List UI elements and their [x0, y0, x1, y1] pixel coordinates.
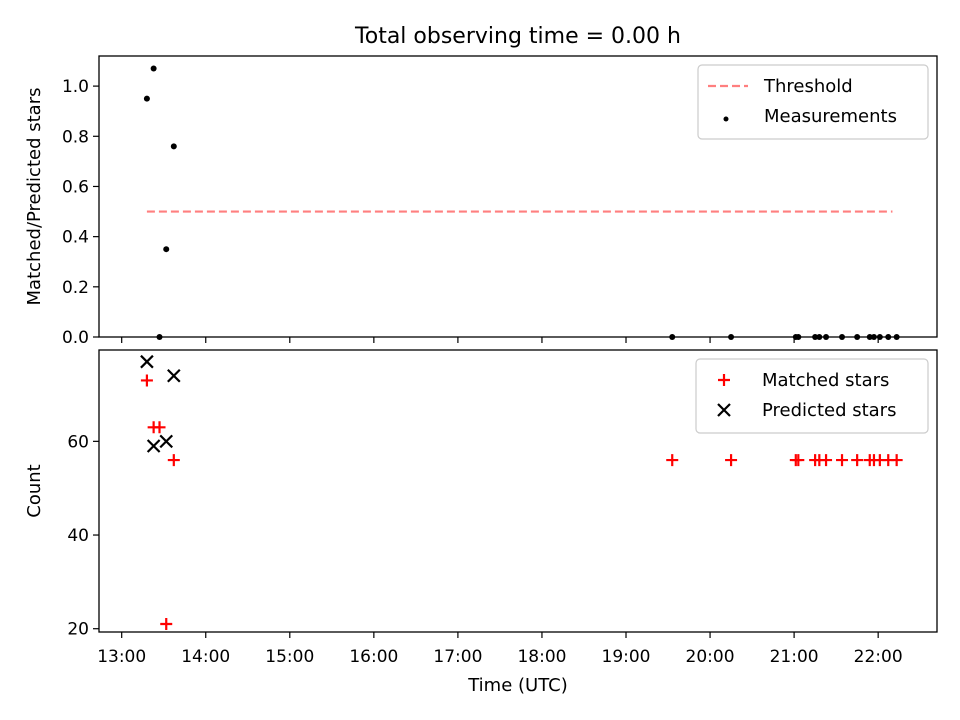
y-tick-label: 1.0 — [62, 77, 89, 97]
predicted-stars-point — [140, 354, 154, 369]
x-tick-label: 19:00 — [602, 647, 651, 667]
matched-stars-point — [153, 421, 166, 434]
measurements-point — [150, 65, 157, 72]
y-axis-label: Count — [24, 464, 45, 517]
measurements-point — [143, 95, 150, 102]
y-tick-label: 0.6 — [62, 177, 89, 197]
legend-label-threshold: Threshold — [763, 76, 853, 97]
legend-label-measurements: Measurements — [764, 106, 897, 127]
matched-stars-point — [851, 454, 864, 467]
matched-stars-point — [725, 454, 738, 467]
y-tick-label: 0.4 — [62, 228, 89, 248]
y-axis-label: Matched/Predicted stars — [24, 88, 45, 306]
matched-stars-point — [792, 454, 805, 467]
matched-stars-point — [666, 454, 679, 467]
x-tick-label: 17:00 — [433, 647, 482, 667]
legend-label-matched-stars: Matched stars — [762, 370, 889, 391]
x-tick-label: 13:00 — [97, 647, 146, 667]
x-axis-label: Time (UTC) — [467, 675, 568, 696]
x-tick-label: 22:00 — [854, 647, 903, 667]
x-tick-label: 18:00 — [517, 647, 566, 667]
matched-stars-point — [167, 454, 180, 467]
matched-stars-point — [140, 374, 153, 387]
y-tick-label: 20 — [67, 620, 89, 640]
legend-label-predicted-stars: Predicted stars — [762, 400, 896, 421]
legend-box — [697, 64, 929, 140]
predicted-stars-point — [159, 434, 174, 449]
y-tick-label: 0.0 — [62, 328, 89, 348]
legend: Matched stars Predicted stars — [695, 358, 929, 434]
bottom-panel: 20 40 60 13:00 14:00 15:00 16:00 17:00 18:00 19:0… — [24, 349, 938, 667]
matched-stars-point — [890, 454, 903, 467]
chart-title: Total observing time = 0.00 h — [354, 24, 681, 49]
matched-stars-point — [836, 454, 849, 467]
measurements-point — [170, 143, 177, 150]
predicted-stars-point — [146, 439, 161, 453]
y-tick-label: 60 — [67, 432, 89, 452]
x-tick-label: 16:00 — [349, 647, 398, 667]
x-tick-label: 15:00 — [265, 647, 314, 667]
matched-stars-point — [820, 454, 833, 467]
axes-frame — [98, 349, 938, 633]
legend-swatch-predicted-stars — [717, 403, 731, 417]
measurements-point — [163, 246, 170, 253]
legend-box — [695, 358, 929, 434]
top-panel: 0.0 0.2 0.4 0.6 0.8 1.0 Matched/Predicted star… — [24, 55, 938, 348]
x-tick-label: 14:00 — [181, 647, 230, 667]
x-tick-label: 20:00 — [686, 647, 735, 667]
x-tick-label: 21:00 — [770, 647, 819, 667]
legend-swatch-measurements — [723, 116, 729, 122]
legend-swatch-matched-stars — [718, 374, 730, 386]
matched-stars-point — [160, 618, 173, 631]
predicted-stars-point — [167, 368, 181, 383]
y-tick-label: 40 — [67, 526, 89, 546]
y-tick-label: 0.2 — [62, 278, 89, 298]
legend: Threshold Measurements — [697, 64, 929, 140]
y-tick-label: 0.8 — [62, 127, 89, 147]
axes-frame — [98, 55, 938, 338]
